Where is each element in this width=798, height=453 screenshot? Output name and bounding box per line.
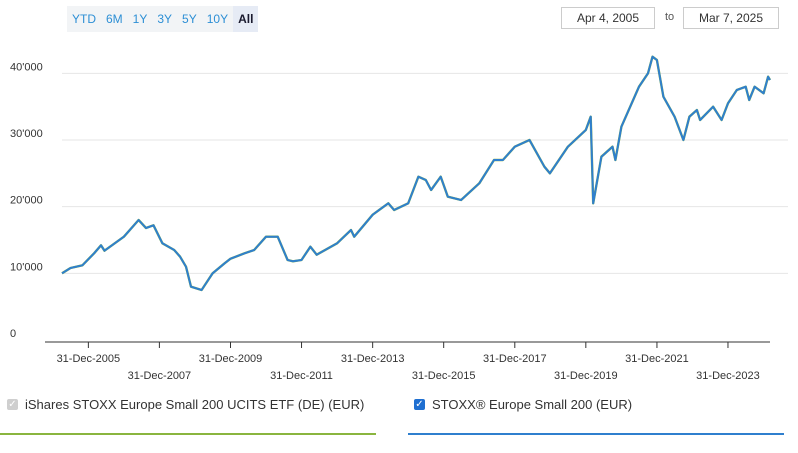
- x-tick-label: 31-Dec-2015: [412, 370, 476, 382]
- date-from-input[interactable]: Apr 4, 2005: [561, 7, 655, 29]
- legend-item-index[interactable]: ✓ STOXX® Europe Small 200 (EUR): [414, 396, 784, 413]
- legend-index-label: STOXX® Europe Small 200 (EUR): [432, 397, 633, 412]
- y-tick-label: 20'000: [10, 195, 43, 207]
- x-tick-label: 31-Dec-2017: [483, 353, 547, 365]
- x-tick-label: 31-Dec-2009: [199, 353, 263, 365]
- legend-index-line: [408, 433, 784, 435]
- etf-checkbox[interactable]: ✓: [7, 399, 18, 410]
- x-tick-label: 31-Dec-2019: [554, 370, 618, 382]
- range-6m-button[interactable]: 6M: [106, 12, 123, 26]
- y-tick-label: 0: [10, 328, 16, 340]
- etf-series-line: [61, 55, 772, 292]
- y-tick-label: 30'000: [10, 128, 43, 140]
- range-selector: YTD 6M 1Y 3Y 5Y 10Y All: [67, 6, 259, 32]
- range-3y-button[interactable]: 3Y: [157, 12, 173, 26]
- range-10y-button[interactable]: 10Y: [206, 12, 229, 26]
- index-series-line: [61, 55, 771, 291]
- range-ytd-button[interactable]: YTD: [72, 12, 96, 26]
- legend-etf-label: iShares STOXX Europe Small 200 UCITS ETF…: [25, 397, 365, 412]
- index-checkbox[interactable]: ✓: [414, 399, 425, 410]
- y-axis: 0 10'000 20'000 30'000 40'000: [10, 61, 43, 340]
- range-1y-button[interactable]: 1Y: [132, 12, 148, 26]
- legend-etf-line: [0, 433, 376, 435]
- series-layer: [61, 55, 772, 292]
- date-to-input[interactable]: Mar 7, 2025: [683, 7, 779, 29]
- x-axis: 31-Dec-2005 31-Dec-2007 31-Dec-2009 31-Dec-…: [45, 341, 770, 382]
- x-tick-label: 31-Dec-2023: [696, 370, 760, 382]
- x-tick-label: 31-Dec-2011: [270, 370, 333, 382]
- legend-item-etf[interactable]: ✓ iShares STOXX Europe Small 200 UCITS E…: [7, 396, 377, 413]
- date-to-label: to: [665, 11, 675, 23]
- grid: [62, 72, 788, 274]
- x-tick-label: 31-Dec-2013: [341, 353, 405, 365]
- x-tick-label: 31-Dec-2007: [128, 370, 192, 382]
- y-tick-label: 40'000: [10, 61, 43, 73]
- x-tick-label: 31-Dec-2005: [57, 353, 121, 365]
- range-5y-button[interactable]: 5Y: [182, 12, 197, 26]
- range-all-button[interactable]: All: [233, 6, 259, 32]
- y-tick-label: 10'000: [10, 261, 43, 273]
- x-tick-label: 31-Dec-2021: [625, 353, 689, 365]
